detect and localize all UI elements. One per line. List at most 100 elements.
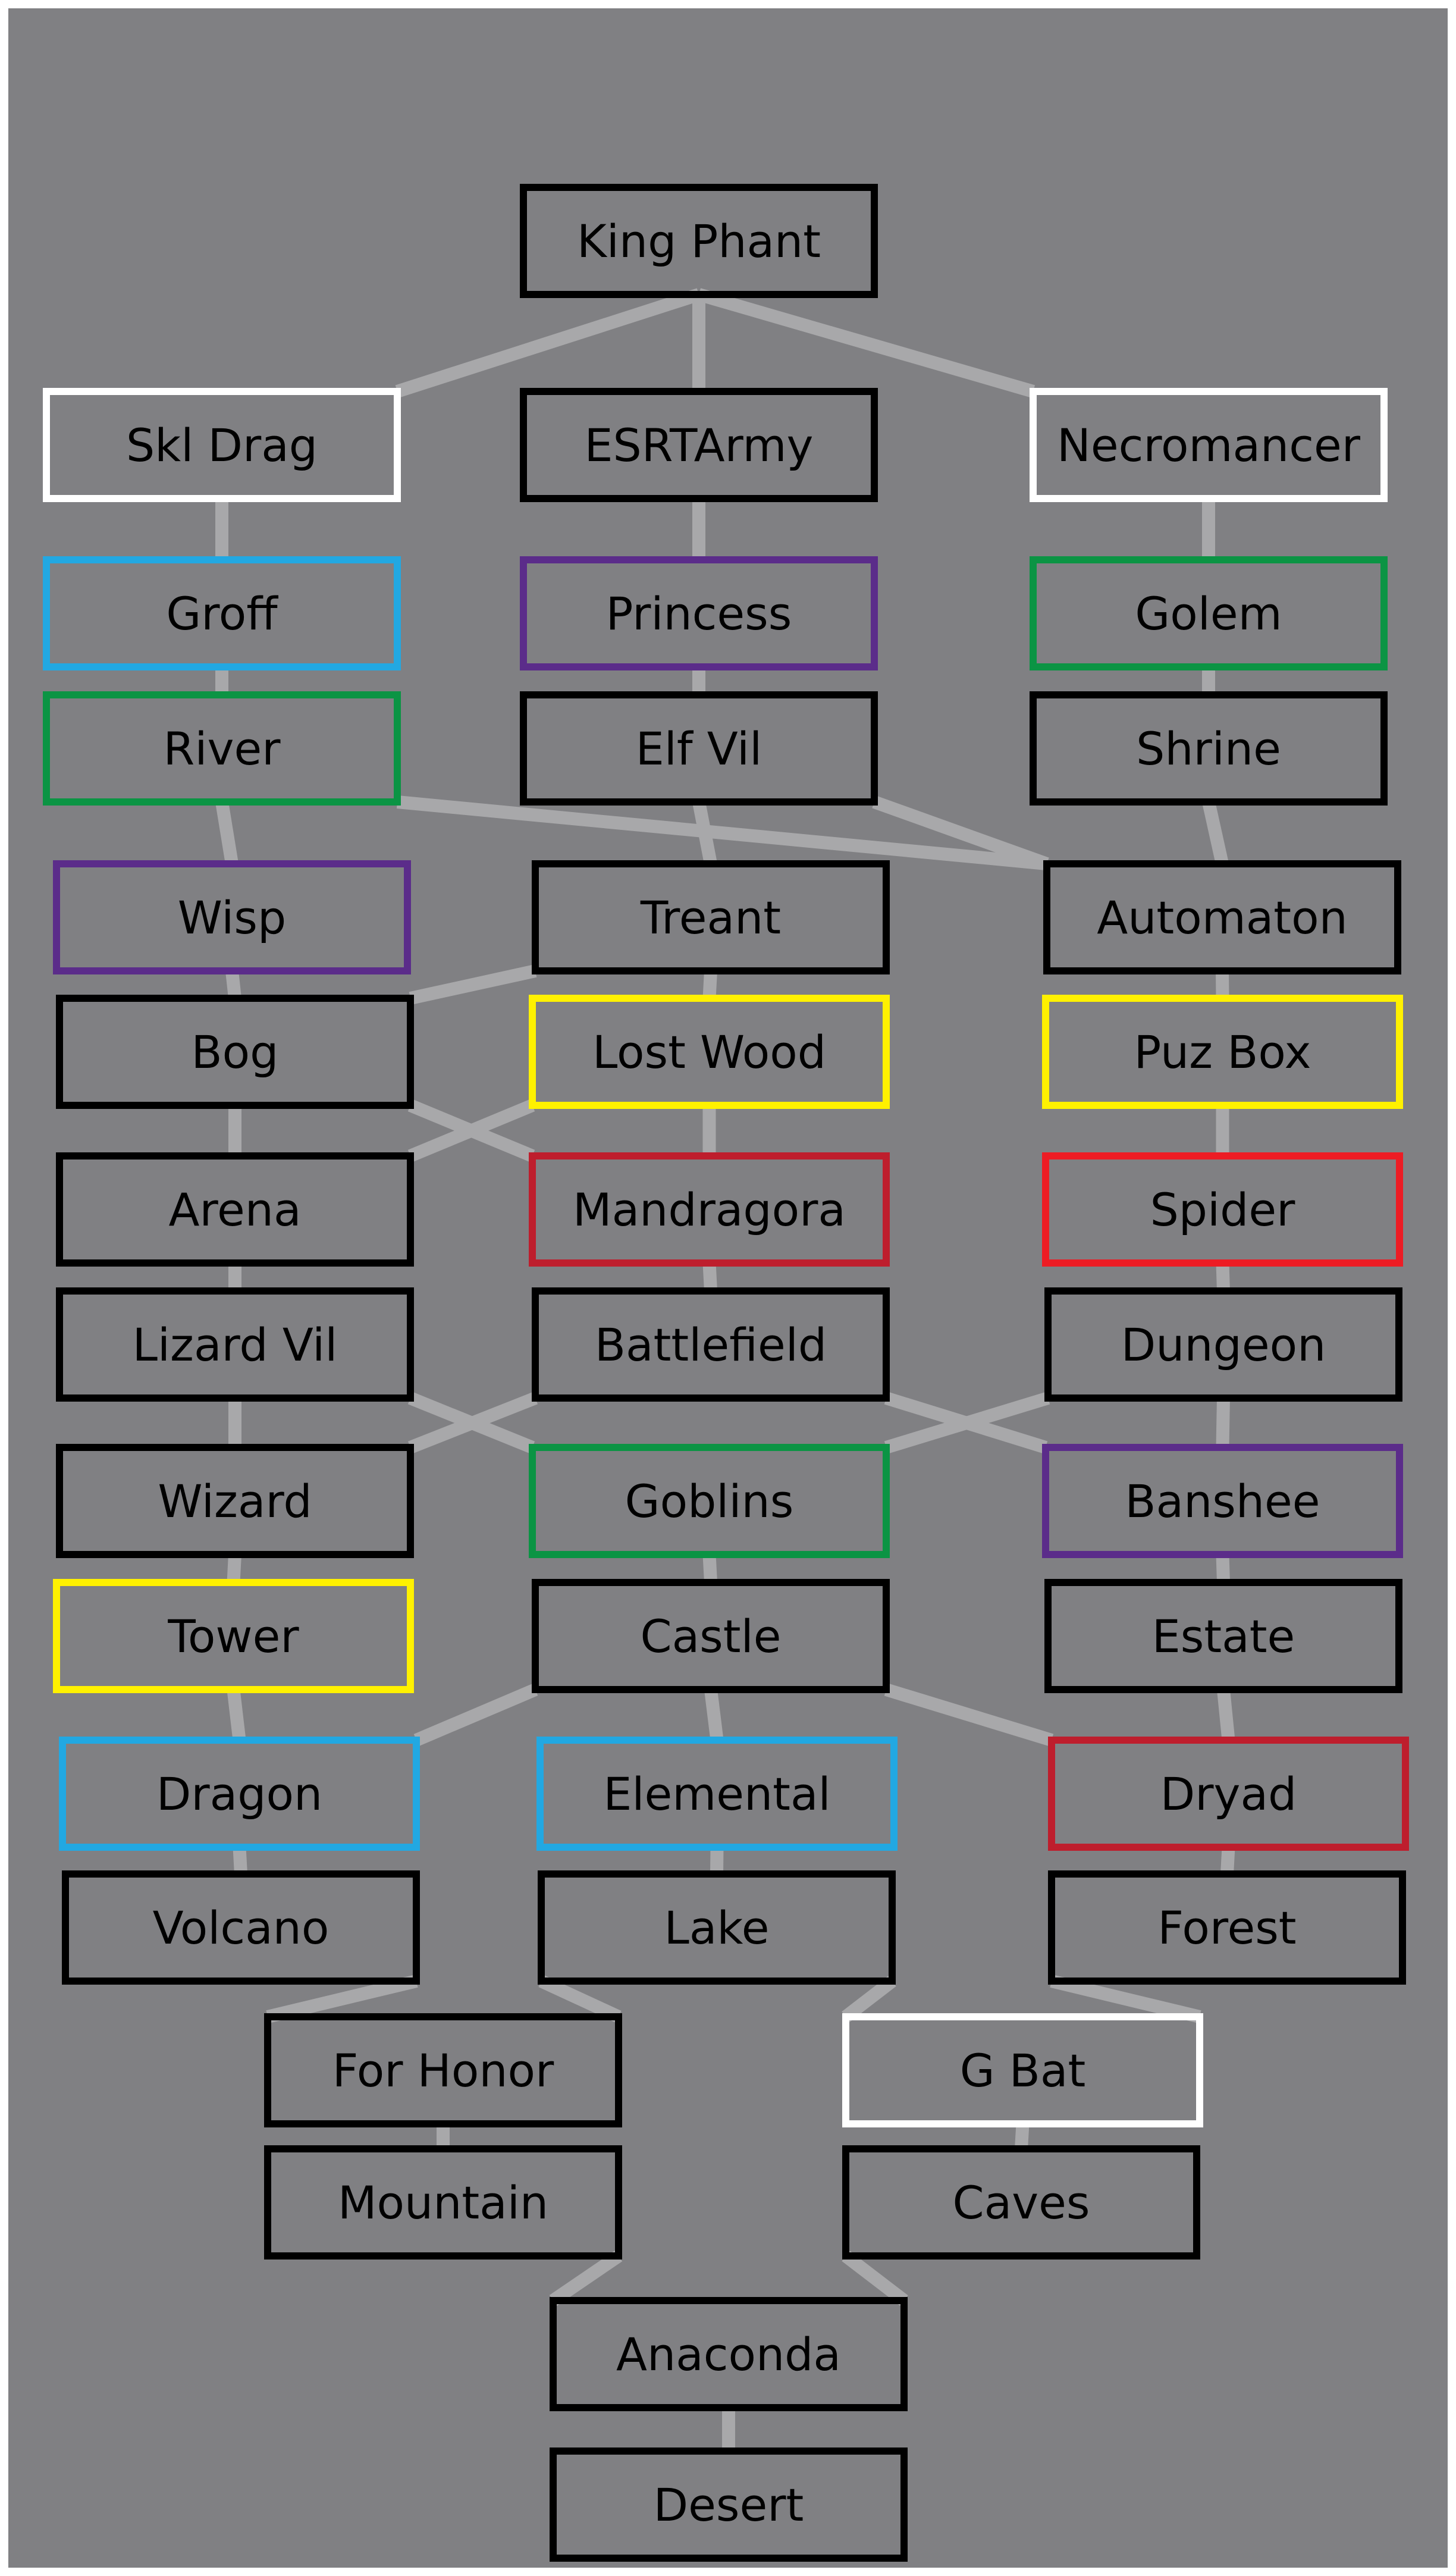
edge-banshee-to-estate bbox=[1216, 1554, 1230, 1583]
node-box-spider bbox=[1042, 1152, 1403, 1267]
node-estate: Estate bbox=[1044, 1579, 1402, 1693]
node-box-esrtarmy bbox=[520, 388, 878, 502]
node-label-skl-drag: Skl Drag bbox=[126, 419, 318, 472]
node-g-bat: G Bat bbox=[842, 2013, 1203, 2127]
edge-dungeon-to-goblins bbox=[884, 1392, 1050, 1454]
node-box-river bbox=[43, 691, 401, 806]
node-label-g-bat: G Bat bbox=[960, 2044, 1086, 2097]
node-label-lizard-vil: Lizard Vil bbox=[133, 1318, 338, 1371]
node-label-elemental: Elemental bbox=[603, 1768, 830, 1820]
edge-forest-to-g-bat bbox=[1050, 1975, 1201, 2023]
node-box-bog bbox=[56, 995, 414, 1109]
node-lost-wood: Lost Wood bbox=[529, 995, 890, 1109]
node-label-forest: Forest bbox=[1157, 1901, 1296, 1954]
node-volcano: Volcano bbox=[62, 1870, 420, 1985]
node-groff: Groff bbox=[43, 556, 401, 670]
node-box-mountain bbox=[264, 2145, 622, 2260]
node-treant: Treant bbox=[532, 860, 890, 974]
node-label-tower: Tower bbox=[167, 1610, 299, 1663]
node-elemental: Elemental bbox=[536, 1737, 898, 1851]
node-golem: Golem bbox=[1030, 556, 1388, 670]
node-box-volcano bbox=[62, 1870, 420, 1985]
node-box-caves bbox=[842, 2145, 1200, 2260]
edge-estate-to-dryad bbox=[1217, 1688, 1235, 1741]
node-lake: Lake bbox=[538, 1870, 896, 1985]
edges-layer bbox=[215, 288, 1235, 2451]
edge-volcano-to-for-honor bbox=[266, 1975, 418, 2023]
edge-elf-vil-to-automaton bbox=[872, 795, 1049, 870]
node-label-castle: Castle bbox=[641, 1610, 782, 1663]
node-label-groff: Groff bbox=[166, 587, 278, 640]
node-for-honor: For Honor bbox=[264, 2013, 622, 2127]
node-label-battlefield: Battlefield bbox=[595, 1318, 827, 1371]
edge-lake-to-g-bat bbox=[842, 1976, 896, 2022]
edge-river-to-automaton bbox=[396, 795, 1048, 870]
node-anaconda: Anaconda bbox=[550, 2297, 908, 2411]
node-wisp: Wisp bbox=[53, 860, 411, 974]
node-automaton: Automaton bbox=[1043, 860, 1401, 974]
node-banshee: Banshee bbox=[1042, 1444, 1403, 1558]
node-box-princess bbox=[520, 556, 878, 670]
edge-lost-wood-to-arena bbox=[407, 1099, 535, 1162]
node-box-tower bbox=[53, 1579, 414, 1693]
edge-dungeon-to-banshee bbox=[1216, 1397, 1230, 1448]
node-label-elf-vil: Elf Vil bbox=[636, 722, 762, 775]
edge-castle-to-dryad bbox=[884, 1683, 1054, 1747]
node-mountain: Mountain bbox=[264, 2145, 622, 2260]
node-label-automaton: Automaton bbox=[1097, 891, 1348, 944]
node-box-elf-vil bbox=[520, 691, 878, 806]
node-box-shrine bbox=[1030, 691, 1388, 806]
node-label-puz-box: Puz Box bbox=[1134, 1026, 1311, 1079]
node-box-lost-wood bbox=[529, 995, 890, 1109]
node-label-dungeon: Dungeon bbox=[1121, 1318, 1326, 1371]
node-label-dryad: Dryad bbox=[1160, 1768, 1297, 1820]
node-desert: Desert bbox=[550, 2447, 908, 2562]
node-box-skl-drag bbox=[43, 388, 401, 502]
edge-mountain-to-anaconda bbox=[549, 2250, 623, 2307]
node-castle: Castle bbox=[532, 1579, 890, 1693]
node-box-castle bbox=[532, 1579, 890, 1693]
node-dragon: Dragon bbox=[59, 1737, 420, 1851]
node-spider: Spider bbox=[1042, 1152, 1403, 1267]
node-box-dungeon bbox=[1044, 1287, 1402, 1402]
node-label-wizard: Wizard bbox=[158, 1475, 312, 1528]
edge-caves-to-anaconda bbox=[842, 2251, 908, 2306]
nodes-layer: King Phant Skl Drag ESRTArmy Necromancer Gro… bbox=[43, 184, 1409, 2562]
edge-dryad-to-forest bbox=[1220, 1847, 1235, 1875]
node-label-lake: Lake bbox=[664, 1901, 770, 1954]
node-wizard: Wizard bbox=[56, 1444, 414, 1558]
node-goblins: Goblins bbox=[529, 1444, 890, 1558]
node-box-necromancer bbox=[1030, 388, 1388, 502]
edge-battlefield-to-wizard bbox=[407, 1392, 538, 1454]
node-label-goblins: Goblins bbox=[625, 1475, 794, 1528]
edge-tower-to-dragon bbox=[227, 1688, 246, 1741]
node-bog: Bog bbox=[56, 995, 414, 1109]
node-label-anaconda: Anaconda bbox=[616, 2328, 841, 2381]
edge-castle-to-dragon bbox=[413, 1683, 538, 1747]
node-puz-box: Puz Box bbox=[1042, 995, 1403, 1109]
node-label-necromancer: Necromancer bbox=[1057, 419, 1361, 472]
node-box-automaton bbox=[1043, 860, 1401, 974]
node-box-arena bbox=[56, 1152, 414, 1267]
edge-lake-to-for-honor bbox=[538, 1975, 622, 2023]
node-label-esrtarmy: ESRTArmy bbox=[585, 419, 814, 472]
edge-mandragora-to-battlefield bbox=[702, 1262, 717, 1292]
node-box-golem bbox=[1030, 556, 1388, 670]
node-tower: Tower bbox=[53, 1579, 414, 1693]
node-box-desert bbox=[550, 2447, 908, 2562]
edge-river-to-wisp bbox=[215, 801, 239, 865]
edge-wisp-to-bog bbox=[225, 970, 241, 999]
node-box-estate bbox=[1044, 1579, 1402, 1693]
node-label-estate: Estate bbox=[1152, 1610, 1295, 1663]
node-battlefield: Battlefield bbox=[532, 1287, 890, 1402]
node-label-shrine: Shrine bbox=[1136, 722, 1281, 775]
edge-treant-to-bog bbox=[409, 964, 537, 1005]
node-label-desert: Desert bbox=[654, 2478, 804, 2531]
node-box-wizard bbox=[56, 1444, 414, 1558]
node-forest: Forest bbox=[1048, 1870, 1406, 1985]
edge-elf-vil-to-treant bbox=[692, 800, 717, 866]
node-label-lost-wood: Lost Wood bbox=[592, 1026, 826, 1079]
node-elf-vil: Elf Vil bbox=[520, 691, 878, 806]
node-dryad: Dryad bbox=[1048, 1737, 1409, 1851]
